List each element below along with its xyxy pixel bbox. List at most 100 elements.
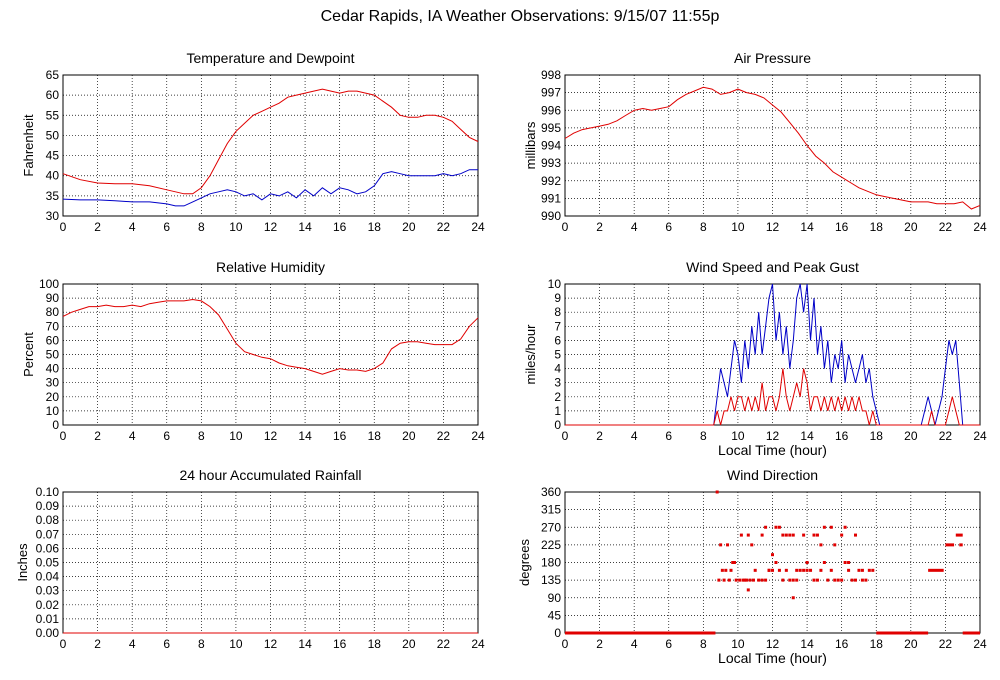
y-tick-label: 3: [554, 376, 561, 390]
x-tick-label: 12: [766, 220, 780, 234]
direction-point: [771, 568, 774, 572]
x-tick-label: 0: [60, 429, 67, 443]
y-tick-label: 180: [541, 556, 561, 570]
y-tick-label: 0.02: [36, 598, 60, 612]
y-tick-label: 992: [541, 174, 561, 188]
x-tick-label: 4: [631, 220, 638, 234]
direction-point: [774, 561, 778, 564]
chart-rh: 0 2 4 6 8 10 12 14 16 18 20 22 240102030405060708090…: [21, 259, 485, 443]
direction-point: [854, 578, 857, 582]
direction-point: [815, 578, 819, 582]
x-tick-label: 4: [129, 637, 136, 651]
x-tick-label: 12: [766, 429, 780, 443]
x-tick-label: 14: [800, 429, 814, 443]
direction-point: [760, 533, 764, 537]
x-tick-label: 4: [129, 429, 136, 443]
direction-point: [717, 578, 721, 582]
y-tick-label: 10: [46, 404, 60, 418]
y-tick-label: 0.04: [36, 570, 60, 584]
x-tick-label: 24: [973, 220, 987, 234]
direction-point: [738, 578, 742, 582]
series-line-rh-0: [62, 298, 479, 375]
x-tick-label: 16: [835, 429, 849, 443]
y-tick-label: 55: [46, 108, 60, 122]
direction-point: [753, 568, 757, 572]
series-line-temp-0: [62, 88, 479, 195]
y-tick-label: 0.03: [36, 584, 60, 598]
direction-point: [746, 588, 750, 592]
x-tick-label: 10: [229, 429, 243, 443]
y-tick-label: 0: [52, 418, 59, 432]
y-tick-label: 9: [554, 291, 561, 305]
y-tick-label: 60: [46, 333, 60, 347]
direction-point: [843, 525, 847, 529]
y-tick-label: 90: [46, 291, 60, 305]
direction-point: [788, 533, 792, 537]
direction-point: [791, 596, 795, 600]
x-axis-label: Local Time (hour): [718, 442, 827, 458]
direction-point: [847, 561, 851, 564]
direction-point: [724, 568, 728, 572]
direction-point: [809, 568, 813, 572]
x-tick-label: 16: [835, 637, 849, 651]
series-line-pressure-0: [564, 86, 981, 210]
direction-point: [764, 578, 768, 582]
y-tick-label: 20: [46, 390, 60, 404]
x-tick-label: 10: [731, 429, 745, 443]
y-tick-label: 45: [46, 149, 60, 163]
x-tick-label: 20: [402, 637, 416, 651]
direction-point: [836, 578, 840, 582]
direction-point: [791, 533, 795, 537]
direction-point: [795, 568, 799, 572]
y-axis-label: miles/hour: [523, 324, 538, 385]
y-tick-label: 0.05: [36, 556, 60, 570]
y-tick-label: 0: [554, 626, 561, 640]
chart-winddir: 0 2 4 6 8 10 12 14 16 18 20 22 240459013518022527031…: [517, 467, 987, 666]
direction-point: [812, 578, 816, 582]
x-tick-label: 22: [939, 637, 953, 651]
x-tick-label: 18: [368, 429, 382, 443]
direction-point: [843, 561, 847, 564]
x-tick-label: 4: [631, 637, 638, 651]
x-tick-label: 18: [368, 637, 382, 651]
y-tick-label: 2: [554, 390, 561, 404]
x-axis-label: Local Time (hour): [718, 650, 827, 666]
chart-title: Temperature and Dewpoint: [186, 50, 354, 66]
x-tick-label: 14: [298, 220, 312, 234]
series-line-wind-0: [565, 283, 980, 426]
x-tick-label: 20: [904, 637, 918, 651]
y-tick-label: 6: [554, 333, 561, 347]
y-tick-label: 90: [548, 591, 562, 605]
y-tick-label: 0.06: [36, 541, 60, 555]
direction-point: [741, 578, 745, 582]
direction-point: [781, 533, 785, 537]
direction-point: [864, 578, 868, 582]
x-tick-label: 6: [163, 429, 170, 443]
direction-point: [871, 568, 875, 572]
direction-point: [734, 578, 738, 582]
series-line-temp-1: [62, 169, 478, 207]
x-tick-label: 10: [731, 637, 745, 651]
x-tick-label: 24: [471, 637, 485, 651]
y-tick-label: 315: [541, 503, 561, 517]
direction-point: [829, 525, 833, 529]
direction-point: [719, 543, 723, 547]
direction-point: [745, 578, 749, 582]
y-tick-label: 0.01: [36, 612, 60, 626]
y-tick-label: 991: [541, 191, 561, 205]
direction-point: [860, 568, 864, 572]
y-tick-label: 996: [541, 103, 561, 117]
direction-point: [854, 533, 857, 537]
direction-point: [791, 578, 795, 582]
page-title: Cedar Rapids, IA Weather Observations: 9…: [320, 8, 720, 25]
x-tick-label: 2: [94, 429, 101, 443]
direction-point: [833, 543, 837, 547]
direction-point: [729, 568, 733, 572]
chart-pressure: 0 2 4 6 8 10 12 14 16 18 20 22 249909919929939949959…: [523, 50, 987, 234]
x-tick-label: 2: [94, 220, 101, 234]
x-tick-label: 6: [665, 429, 672, 443]
x-tick-label: 20: [904, 429, 918, 443]
y-tick-label: 0.08: [36, 513, 60, 527]
